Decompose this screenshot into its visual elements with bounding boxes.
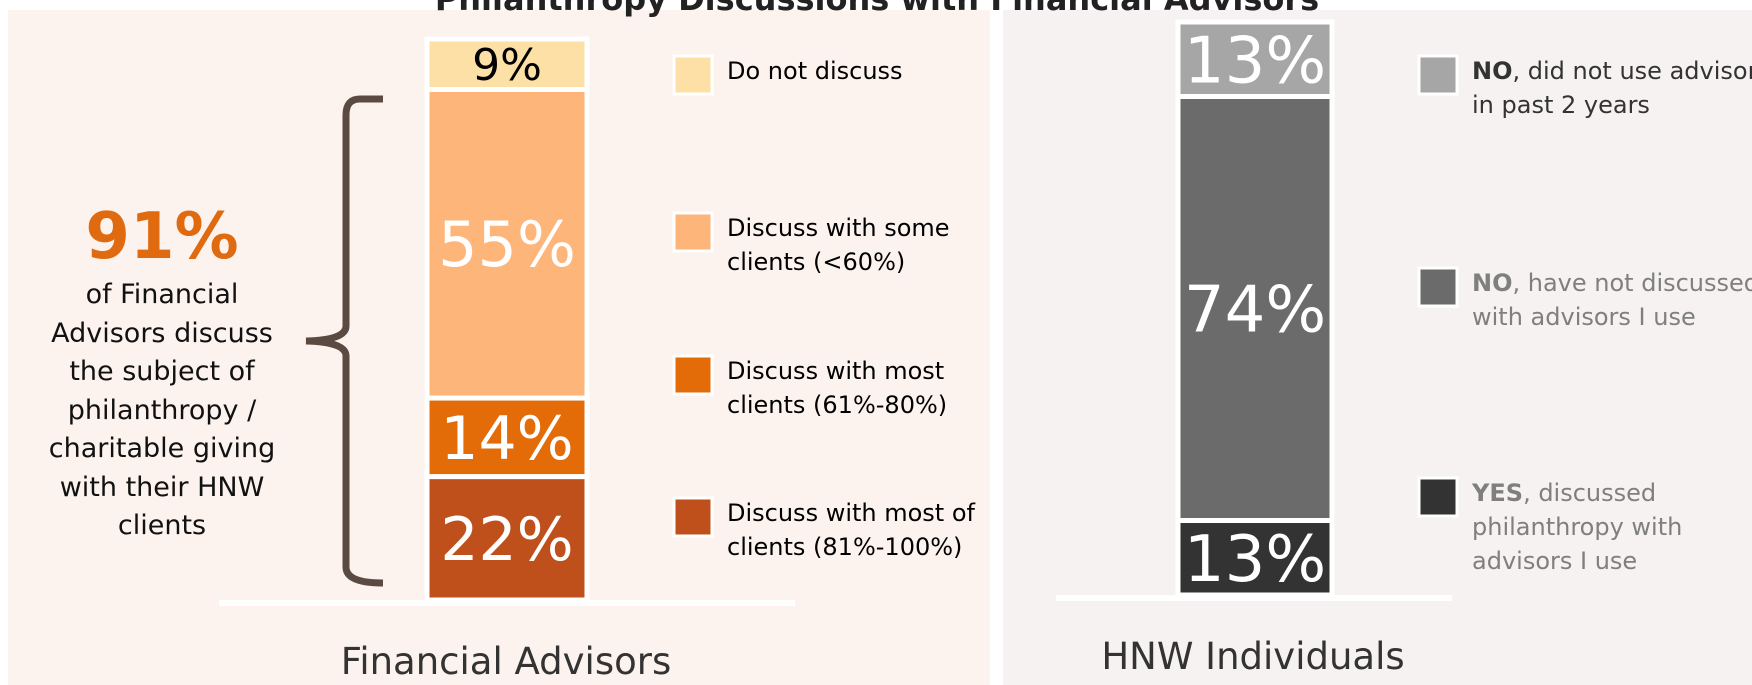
legend-swatch <box>1417 266 1459 308</box>
annotation-headline: 91% <box>85 200 238 274</box>
bar-segment <box>424 36 590 92</box>
legend-swatch <box>672 211 714 253</box>
legend-label: YES, discussed philanthropy with advisor… <box>1472 479 1683 575</box>
legend-swatch <box>672 354 714 396</box>
value-label: 74% <box>1184 274 1326 348</box>
legend-swatch <box>672 496 714 538</box>
bar-segment <box>424 395 590 480</box>
value-label: 9% <box>472 40 542 91</box>
page-title: Philanthropy Discussions with Financial … <box>435 0 1319 18</box>
x-axis-label: Financial Advisors <box>341 640 672 683</box>
legend-label: NO, did not use advisors in past 2 years <box>1472 57 1752 119</box>
bar-segment <box>1175 93 1335 524</box>
legend-label: Discuss with most of clients (81%-100%) <box>727 499 975 561</box>
value-label: 13% <box>1184 523 1326 597</box>
right-panel <box>1003 10 1752 685</box>
value-label: 14% <box>440 404 573 474</box>
bar-segment <box>1175 518 1335 598</box>
x-axis-label: HNW Individuals <box>1101 635 1404 678</box>
brace <box>305 95 384 587</box>
legend-label: Discuss with most clients (61%-80%) <box>727 357 948 419</box>
bar-segment <box>1175 19 1335 99</box>
legend-swatch <box>1417 476 1459 518</box>
legend-label: Do not discuss <box>727 57 903 85</box>
bar-segment <box>424 474 590 603</box>
legend-swatch <box>672 54 714 96</box>
legend-label: Discuss with some clients (<60%) <box>727 214 950 276</box>
annotation-text: of Financial Advisors discuss the subjec… <box>48 279 276 541</box>
legend-label: NO, have not discussed with advisors I u… <box>1472 269 1752 331</box>
value-label: 55% <box>438 208 576 281</box>
value-label: 22% <box>440 505 573 575</box>
legend-swatch <box>1417 54 1459 96</box>
value-label: 13% <box>1184 24 1326 98</box>
